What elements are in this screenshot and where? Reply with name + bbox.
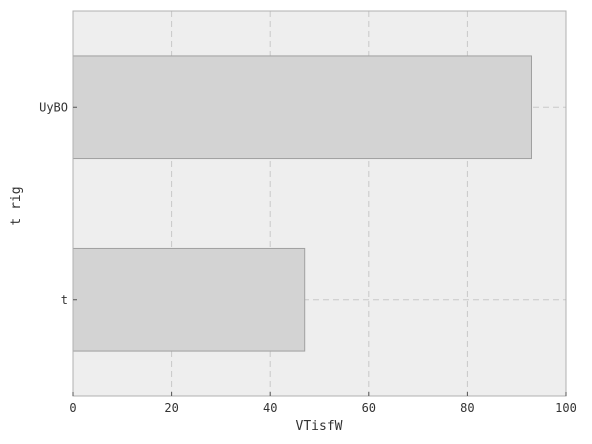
x-tick-label: 20 — [164, 401, 178, 415]
x-axis-ticks: 0 20 40 60 80 100 — [69, 392, 577, 415]
y-tick-label: t — [61, 293, 68, 307]
x-tick-label: 80 — [460, 401, 474, 415]
x-tick-label: 100 — [555, 401, 577, 415]
x-tick-label: 40 — [263, 401, 277, 415]
bar-uybo — [72, 55, 532, 160]
x-tick-label: 0 — [69, 401, 76, 415]
y-tick-label: UyBO — [39, 100, 68, 114]
y-axis-ticks: UyBO t — [39, 100, 77, 307]
x-axis-label: VTisfW — [296, 419, 343, 434]
bar-t — [72, 247, 306, 352]
plot-frame — [72, 10, 567, 397]
x-tick-label: 60 — [362, 401, 376, 415]
bars — [72, 55, 532, 352]
y-axis-label: t rig — [9, 186, 24, 225]
